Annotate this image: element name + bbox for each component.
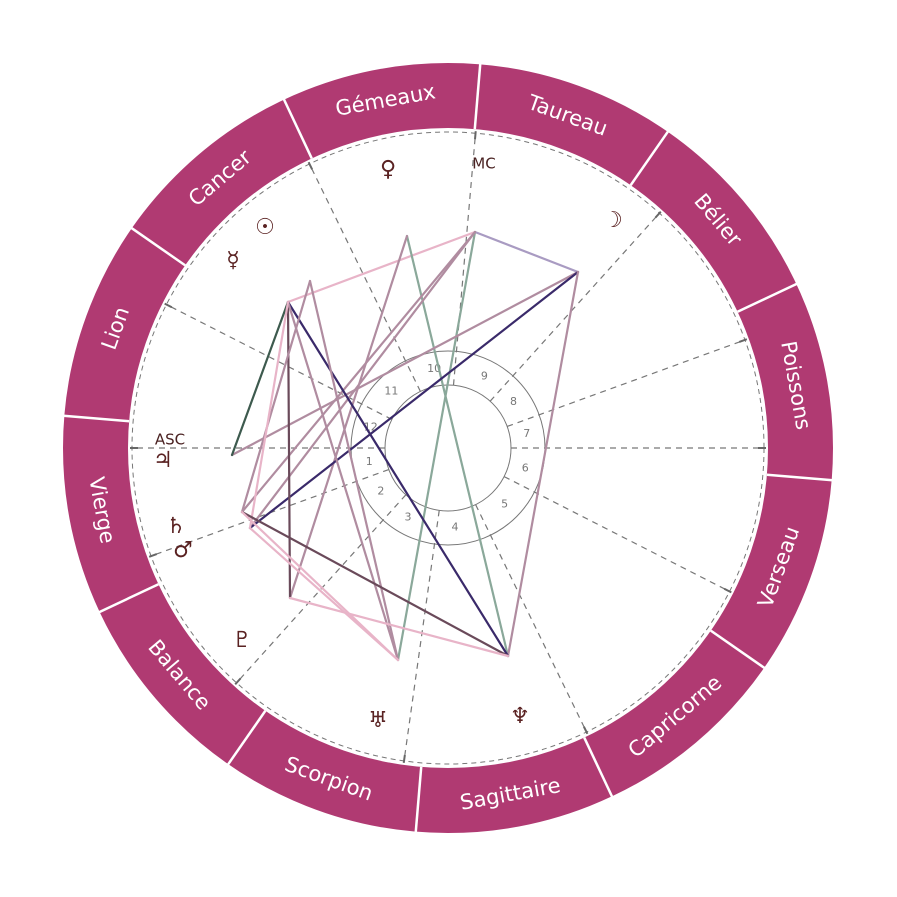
moon-icon: ☽ xyxy=(603,208,623,233)
house-number: 1 xyxy=(366,455,373,468)
sign-divider xyxy=(583,737,614,798)
sign-divider xyxy=(414,766,423,833)
aspect-line xyxy=(248,300,290,530)
cusp-tick xyxy=(654,211,662,219)
planet-glyphs: ☉ ☿ ♀ ☽ ♃ ♄♂ ♇ ♅ ♆ xyxy=(153,157,623,733)
uranus-icon: ♅ xyxy=(368,708,388,733)
aspect-line xyxy=(286,300,510,658)
cusp-tick xyxy=(582,726,589,735)
house-number: 3 xyxy=(405,510,412,523)
house-cusp-line xyxy=(403,510,440,762)
aspect-line xyxy=(473,230,580,274)
aspect-line xyxy=(240,230,477,514)
sign-divider xyxy=(629,130,670,186)
house-cusps xyxy=(130,131,766,764)
cusp-tick xyxy=(234,677,242,685)
aspect-line xyxy=(240,279,312,514)
sign-divider xyxy=(473,63,482,130)
aspect-line xyxy=(240,510,400,662)
aspect-line xyxy=(248,270,580,530)
house-number: 6 xyxy=(522,462,529,475)
cusp-tick xyxy=(148,553,158,558)
pluto-icon: ♇ xyxy=(232,628,252,653)
house-cusp-line xyxy=(236,494,407,684)
house-number: 7 xyxy=(523,427,530,440)
sign-divider xyxy=(98,583,159,614)
house-cusp-line xyxy=(308,163,421,392)
house-number: 5 xyxy=(501,498,508,511)
aspect-line xyxy=(248,230,477,530)
aspect-line xyxy=(288,234,409,600)
house-cusp-line xyxy=(166,304,393,420)
asc-label: ASC xyxy=(155,431,185,449)
sun-icon: ☉ xyxy=(255,215,275,240)
sign-divider xyxy=(226,710,267,766)
cusp-tick xyxy=(164,302,173,309)
aspect-line xyxy=(308,279,400,662)
aspect-line xyxy=(288,596,510,658)
house-cusp-line xyxy=(452,133,477,386)
sign-divider xyxy=(710,629,766,670)
house-cusp-line xyxy=(503,476,730,592)
sign-divider xyxy=(63,414,130,423)
aspect-line xyxy=(286,230,477,304)
sign-divider xyxy=(737,282,798,313)
cusp-tick xyxy=(402,754,406,764)
jupiter-icon: ♃ xyxy=(153,448,173,473)
sign-divider xyxy=(766,473,833,482)
house-cusp-line xyxy=(506,339,746,428)
aspect-line xyxy=(286,300,400,662)
sign-ring-band xyxy=(63,63,833,833)
aspect-line xyxy=(230,300,290,457)
aspect-line xyxy=(240,510,510,658)
house-cusp-line xyxy=(489,212,660,402)
sign-divider xyxy=(282,98,313,159)
aspect-line xyxy=(396,230,477,662)
cusp-tick xyxy=(474,131,477,140)
sign-divider xyxy=(130,226,186,267)
house-number: 9 xyxy=(481,370,488,383)
aspect-line xyxy=(506,270,580,658)
house-number: 8 xyxy=(510,395,517,408)
cusp-tick xyxy=(738,338,748,343)
venus-icon: ♀ xyxy=(380,157,396,182)
house-number: 11 xyxy=(384,384,398,397)
house-number: 4 xyxy=(451,521,458,534)
aspect-line xyxy=(405,234,510,658)
cusp-tick xyxy=(723,587,732,594)
mc-label: MC xyxy=(472,155,495,173)
aspect-lines xyxy=(230,230,580,662)
neptune-icon: ♆ xyxy=(510,704,530,729)
mars-icon: ♂ xyxy=(173,538,193,563)
saturn-icon: ♄ xyxy=(166,514,186,539)
house-cusp-line xyxy=(475,504,588,733)
mercury-icon: ☿ xyxy=(226,248,240,273)
cusp-tick xyxy=(307,161,314,170)
house-number: 2 xyxy=(377,485,384,498)
